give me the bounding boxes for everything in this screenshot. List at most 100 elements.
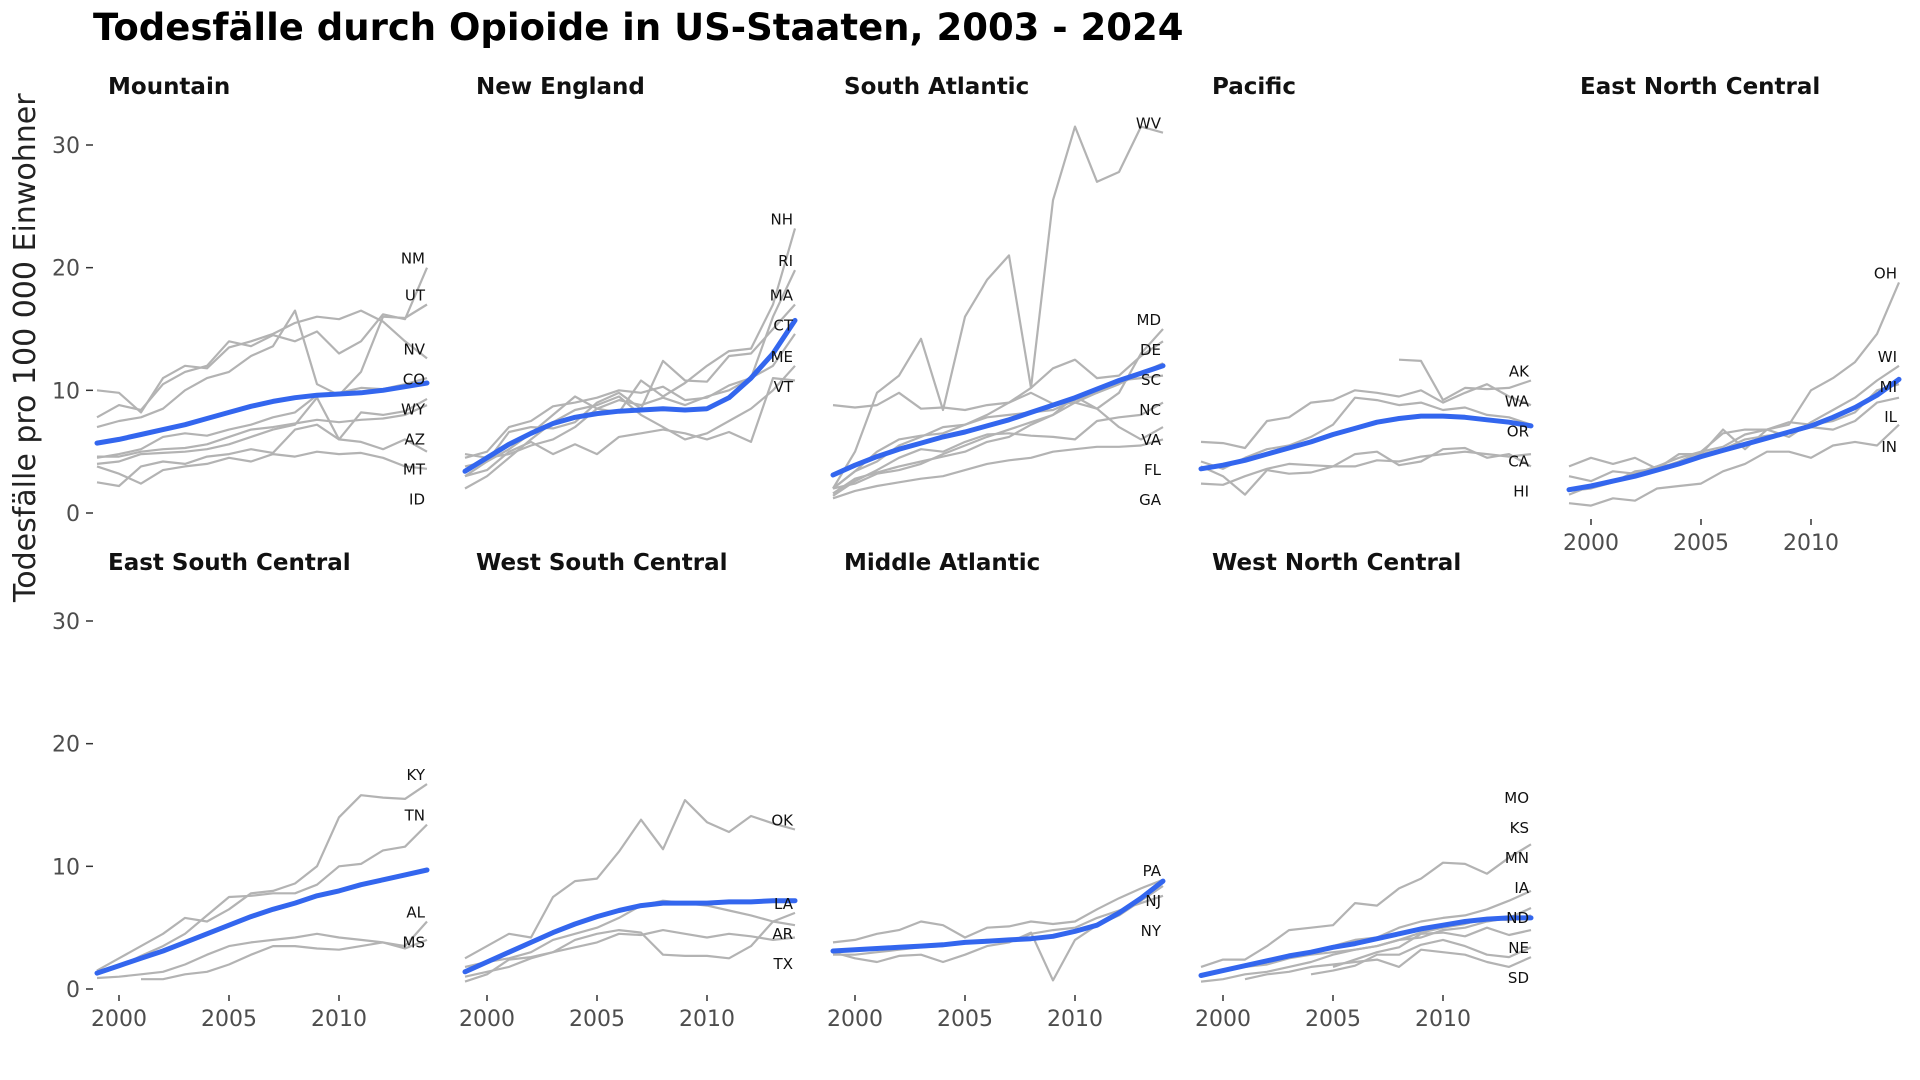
- trend-line: [462, 317, 798, 474]
- state-label: TN: [404, 807, 425, 825]
- state-label: WV: [1136, 115, 1162, 133]
- trend-line: [1198, 413, 1534, 472]
- x-tick-label: 2010: [311, 1007, 367, 1032]
- state-line-ut: [96, 303, 428, 429]
- state-label: AZ: [404, 430, 425, 448]
- x-tick-label: 2010: [1047, 1007, 1103, 1032]
- state-line-id: [96, 450, 428, 485]
- trend-line: [1198, 915, 1534, 978]
- state-label: CA: [1508, 453, 1529, 471]
- x-tick-label: 2000: [1563, 531, 1619, 556]
- x-tick-label: 2005: [1673, 531, 1729, 556]
- state-label: KS: [1510, 819, 1529, 837]
- state-line-nm: [96, 267, 429, 419]
- y-tick-label: 0: [66, 978, 80, 1003]
- state-line-ia: [1200, 914, 1532, 983]
- state-line-tx: [464, 929, 796, 983]
- chart-title: Todesfälle durch Opioide in US-Staaten, …: [93, 6, 1184, 49]
- state-label: PA: [1143, 862, 1162, 880]
- state-label: RI: [778, 252, 793, 270]
- panel-title-east-north-central: East North Central: [1580, 74, 1820, 100]
- state-line-tn: [96, 823, 428, 973]
- y-tick-label: 10: [52, 855, 80, 880]
- state-line-la: [464, 911, 796, 978]
- state-line-nd: [1332, 926, 1532, 968]
- state-label: NE: [1508, 939, 1529, 957]
- state-line-md: [832, 328, 1164, 412]
- state-line-vt: [464, 377, 796, 478]
- state-label: OR: [1507, 423, 1529, 441]
- y-tick-label: 20: [52, 733, 80, 758]
- y-tick-label: 10: [52, 379, 80, 404]
- state-line-ak: [1398, 358, 1532, 402]
- state-line-ky: [96, 783, 428, 972]
- state-line-in: [1568, 423, 1900, 507]
- x-tick-label: 2005: [201, 1007, 257, 1032]
- x-tick-label: 2000: [459, 1007, 515, 1032]
- state-label: CT: [773, 316, 793, 334]
- state-label: MT: [403, 460, 426, 478]
- state-label: MD: [1137, 311, 1162, 329]
- state-label: WY: [401, 400, 426, 418]
- x-tick-label: 2010: [679, 1007, 735, 1032]
- state-line-mt: [96, 423, 428, 488]
- y-tick-label: 0: [66, 502, 80, 527]
- state-label: CO: [403, 370, 425, 388]
- trend-line: [830, 363, 1166, 478]
- y-tick-label: 30: [52, 610, 80, 635]
- state-label: MN: [1505, 849, 1529, 867]
- state-line-nv: [96, 309, 428, 414]
- state-label: ID: [409, 490, 425, 508]
- state-label: MS: [403, 934, 425, 952]
- state-label: ME: [771, 348, 793, 366]
- state-line-wv: [832, 125, 1164, 490]
- state-label: NC: [1139, 401, 1161, 419]
- y-tick-label: 20: [52, 257, 80, 282]
- state-label: MI: [1880, 378, 1897, 396]
- state-label: MA: [770, 286, 794, 304]
- y-tick-label: 30: [52, 134, 80, 159]
- panel-title-middle-atlantic: Middle Atlantic: [844, 550, 1040, 576]
- state-label: AL: [406, 904, 425, 922]
- panel-title-mountain: Mountain: [108, 74, 230, 100]
- state-label: OK: [771, 812, 794, 830]
- state-label: NY: [1141, 922, 1162, 940]
- state-line-ok: [464, 799, 796, 960]
- state-line-sd: [1244, 948, 1532, 981]
- state-label: NJ: [1145, 892, 1161, 910]
- state-label: GA: [1139, 491, 1162, 509]
- state-label: SC: [1141, 371, 1161, 389]
- state-line-ms: [141, 938, 428, 981]
- state-line-pa: [832, 878, 1164, 944]
- x-tick-label: 2010: [1783, 531, 1839, 556]
- x-tick-label: 2005: [569, 1007, 625, 1032]
- panel-title-west-north-central: West North Central: [1212, 550, 1461, 576]
- x-tick-label: 2000: [1195, 1007, 1251, 1032]
- state-line-or: [1200, 396, 1532, 470]
- state-line-wy: [96, 396, 428, 465]
- state-label: WA: [1505, 393, 1530, 411]
- state-line-sc: [832, 362, 1164, 495]
- x-tick-label: 2005: [1305, 1007, 1361, 1032]
- panel-title-west-south-central: West South Central: [476, 550, 728, 576]
- state-label: VT: [774, 378, 794, 396]
- state-label: IL: [1884, 408, 1897, 426]
- state-label: NM: [401, 250, 425, 268]
- state-line-ri: [464, 269, 796, 459]
- x-tick-label: 2005: [937, 1007, 993, 1032]
- state-line-wa: [1200, 383, 1532, 450]
- state-label: NH: [771, 210, 794, 228]
- state-label: MO: [1504, 789, 1529, 807]
- state-line-hi: [1200, 446, 1532, 496]
- state-label: OH: [1874, 264, 1897, 282]
- state-line-fl: [832, 395, 1164, 490]
- state-label: TX: [773, 955, 793, 973]
- state-line-az: [97, 404, 428, 458]
- state-label: DE: [1140, 341, 1161, 359]
- state-label: IN: [1881, 438, 1897, 456]
- trend-line: [1566, 376, 1902, 493]
- panel-title-pacific: Pacific: [1212, 74, 1296, 100]
- state-line-me: [464, 365, 796, 490]
- panel-title-south-atlantic: South Atlantic: [844, 74, 1029, 100]
- state-label: HI: [1513, 483, 1529, 501]
